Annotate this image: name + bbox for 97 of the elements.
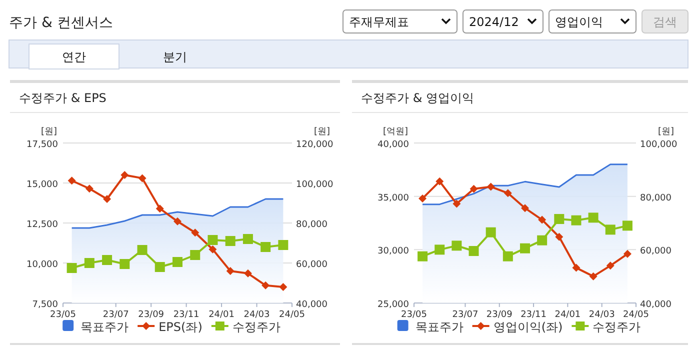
x-tick-label: 23/05 bbox=[50, 310, 76, 320]
point bbox=[278, 240, 288, 250]
point bbox=[486, 182, 495, 191]
x-tick-label: 24/05 bbox=[279, 310, 305, 320]
point bbox=[208, 235, 218, 245]
point bbox=[120, 259, 130, 269]
point bbox=[102, 255, 112, 265]
point bbox=[502, 251, 513, 262]
point bbox=[174, 217, 182, 226]
y2-tick-label: 40,000 bbox=[296, 300, 328, 310]
x-tick-label: 23/11 bbox=[520, 310, 547, 320]
point bbox=[279, 283, 288, 291]
point bbox=[190, 250, 200, 260]
y2-tick-label: 60,000 bbox=[296, 260, 328, 270]
y-tick-label: 10,000 bbox=[26, 260, 58, 270]
point bbox=[225, 236, 236, 246]
y2-axis-title: [원] bbox=[658, 127, 674, 137]
y-tick-label: 17,500 bbox=[26, 140, 58, 150]
point bbox=[520, 243, 530, 254]
point bbox=[226, 267, 234, 275]
point bbox=[137, 245, 148, 255]
x-tick-label: 24/03 bbox=[588, 310, 615, 320]
y2-tick-label: 80,000 bbox=[296, 220, 328, 230]
point bbox=[436, 177, 444, 186]
y2-tick-label: 100,000 bbox=[640, 140, 678, 150]
x-tick-label: 24/01 bbox=[554, 310, 581, 320]
point bbox=[418, 194, 427, 202]
x-tick-label: 23/05 bbox=[401, 310, 427, 320]
x-tick-label: 23/09 bbox=[138, 310, 164, 320]
point bbox=[138, 174, 146, 182]
y-tick-label: 7,500 bbox=[32, 300, 58, 310]
point bbox=[154, 262, 165, 272]
point bbox=[468, 246, 479, 256]
y2-tick-label: 120,000 bbox=[296, 140, 334, 150]
y2-axis-title: [원] bbox=[314, 127, 330, 137]
point bbox=[68, 176, 76, 185]
legend-label: 수정주가 bbox=[232, 320, 280, 334]
point bbox=[571, 215, 582, 226]
legend-label: EPS(좌) bbox=[158, 320, 202, 334]
point bbox=[120, 171, 129, 179]
y-tick-label: 12,500 bbox=[26, 220, 58, 230]
legend-label: 목표주가 bbox=[80, 320, 129, 334]
point bbox=[538, 216, 546, 224]
point bbox=[589, 272, 598, 280]
point bbox=[588, 212, 598, 223]
point bbox=[555, 232, 564, 241]
point bbox=[605, 224, 616, 235]
point bbox=[208, 245, 217, 254]
point bbox=[504, 189, 512, 198]
point bbox=[622, 220, 632, 231]
point bbox=[418, 251, 428, 262]
point bbox=[623, 250, 632, 258]
y-tick-label: 40,000 bbox=[378, 140, 410, 150]
point bbox=[606, 262, 614, 270]
point bbox=[172, 257, 182, 267]
x-tick-label: 24/01 bbox=[208, 310, 235, 320]
point bbox=[85, 184, 94, 193]
y-axis-title: [억원] bbox=[382, 127, 408, 137]
y2-tick-label: 60,000 bbox=[640, 246, 672, 257]
point bbox=[260, 242, 271, 252]
point bbox=[242, 234, 253, 244]
point bbox=[521, 204, 529, 212]
x-tick-label: 24/05 bbox=[623, 310, 649, 320]
point bbox=[66, 263, 77, 273]
point bbox=[156, 204, 164, 213]
point bbox=[537, 235, 548, 246]
point bbox=[554, 214, 564, 224]
chart-title: 수정주가 & 영업이익 bbox=[361, 91, 474, 105]
y2-tick-label: 100,000 bbox=[296, 180, 334, 190]
point bbox=[470, 184, 478, 193]
y-tick-label: 25,000 bbox=[378, 300, 410, 310]
y-tick-label: 35,000 bbox=[378, 193, 410, 204]
x-tick-label: 23/07 bbox=[102, 310, 129, 320]
point bbox=[262, 281, 270, 290]
point bbox=[84, 258, 94, 268]
y2-tick-label: 80,000 bbox=[640, 193, 672, 204]
page-controls: 주가 & 컨센서스 주재무제표 2024/12 영업이익 검색 연간 분기 bbox=[8, 10, 688, 70]
x-tick-label: 23/09 bbox=[486, 310, 513, 320]
point bbox=[434, 244, 445, 255]
legend-label: 영업이익(좌) bbox=[493, 320, 563, 334]
x-tick-label: 23/11 bbox=[173, 310, 200, 320]
point bbox=[191, 228, 200, 237]
point bbox=[452, 240, 462, 251]
point bbox=[103, 195, 112, 203]
x-tick-label: 24/03 bbox=[244, 310, 270, 320]
y2-tick-label: 40,000 bbox=[640, 300, 672, 310]
y-tick-label: 15,000 bbox=[26, 180, 58, 190]
point bbox=[452, 200, 461, 208]
legend-label: 목표주가 bbox=[415, 320, 464, 334]
chart-title: 수정주가 & EPS bbox=[19, 91, 106, 105]
y-axis-title: [원] bbox=[40, 127, 57, 137]
point bbox=[244, 269, 252, 278]
point bbox=[486, 227, 496, 238]
point bbox=[572, 264, 580, 272]
legend-label: 수정주가 bbox=[592, 320, 641, 334]
x-tick-label: 23/07 bbox=[452, 310, 478, 320]
y-tick-label: 30,000 bbox=[378, 246, 410, 257]
